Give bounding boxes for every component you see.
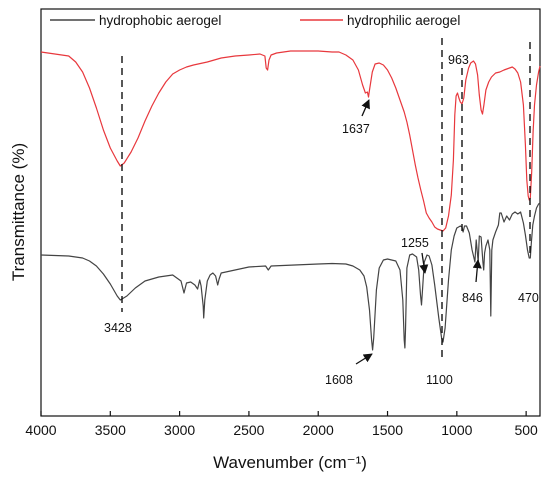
x-axis-title: Wavenumber (cm⁻¹) bbox=[213, 453, 367, 472]
x-tick-label-2500: 2500 bbox=[233, 422, 264, 438]
hydrophobic-aerogel-curve bbox=[40, 202, 541, 351]
arrow-1637 bbox=[361, 99, 370, 117]
x-tick-label-1500: 1500 bbox=[372, 422, 403, 438]
annotation-963: 963 bbox=[448, 53, 469, 67]
legend-label-hydrophilic: hydrophilic aerogel bbox=[347, 13, 460, 28]
x-tick-label-500: 500 bbox=[514, 422, 538, 438]
plot-frame bbox=[40, 8, 541, 417]
arrow-846 bbox=[472, 259, 482, 283]
annotation-470: 470 bbox=[518, 291, 539, 305]
annotation-846: 846 bbox=[462, 291, 483, 305]
x-tick-label-3000: 3000 bbox=[164, 422, 195, 438]
arrow-1608 bbox=[355, 353, 373, 365]
x-tick-label-4000: 4000 bbox=[25, 422, 56, 438]
x-tick-label-1000: 1000 bbox=[441, 422, 472, 438]
legend-label-hydrophobic: hydrophobic aerogel bbox=[99, 13, 221, 28]
annotation-3428: 3428 bbox=[104, 321, 132, 335]
annotation-1100: 1100 bbox=[426, 373, 453, 387]
x-axis-ticks: 4000 3500 3000 2500 2000 1500 1000 500 bbox=[25, 411, 538, 438]
annotation-1608: 1608 bbox=[325, 373, 353, 387]
x-tick-label-2000: 2000 bbox=[303, 422, 334, 438]
arrow-1255 bbox=[419, 252, 429, 274]
hydrophilic-aerogel-curve bbox=[40, 50, 541, 232]
annotation-1637: 1637 bbox=[342, 122, 370, 136]
legend: hydrophobic aerogel hydrophilic aerogel bbox=[50, 13, 460, 28]
y-axis-title: Transmittance (%) bbox=[9, 143, 28, 281]
annotation-1255: 1255 bbox=[401, 236, 429, 250]
x-tick-label-3500: 3500 bbox=[95, 422, 126, 438]
